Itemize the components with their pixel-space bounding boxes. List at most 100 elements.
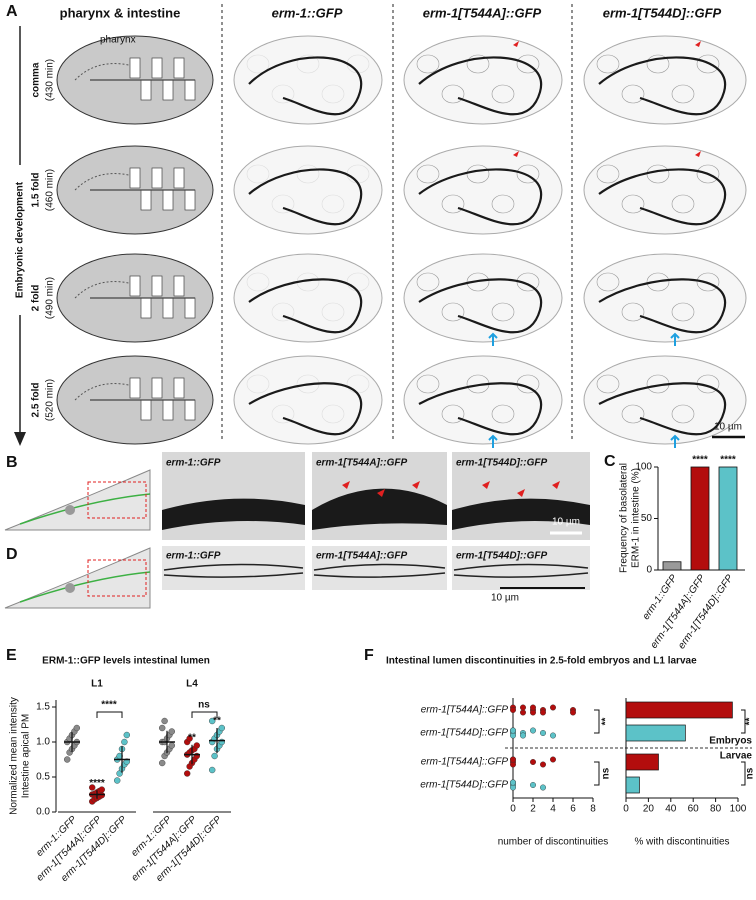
lumen-line (313, 563, 446, 578)
embryo-outline (233, 253, 383, 343)
stage-name: comma (31, 62, 42, 97)
schematic-intestine-cell (140, 189, 152, 211)
cell-outline (271, 404, 295, 424)
cell-outline (246, 374, 270, 394)
schematic-intestine-cell (151, 167, 163, 189)
lumen-signal (598, 56, 727, 116)
cell-outline (621, 194, 645, 214)
cell-outline (441, 302, 465, 322)
embryo-outline (403, 355, 563, 445)
x-tick-label: 20 (643, 804, 655, 815)
image-label: erm-1::GFP (166, 458, 221, 469)
schematic-intestine-cell (162, 79, 174, 101)
lumen-signal (418, 56, 543, 116)
data-point (520, 704, 527, 711)
bracket (741, 761, 746, 786)
x-tick-label: 2 (530, 804, 536, 815)
embryo-outline (233, 145, 383, 235)
row-label: erm-1[T544A]::GFP (421, 757, 509, 768)
schematic-intestine-cell (129, 57, 141, 79)
data-point (540, 784, 547, 791)
panel-letter: E (6, 647, 17, 664)
cell-outline (321, 302, 345, 322)
lumen-signal (248, 382, 363, 436)
data-point (530, 759, 537, 766)
data-point (550, 704, 557, 711)
cell-outline (671, 302, 695, 322)
data-point (158, 759, 166, 767)
significance: **** (89, 778, 105, 789)
schematic-intestine-cell (184, 399, 196, 421)
blue-arrow (670, 434, 680, 448)
image-label: erm-1[T544A]::GFP (316, 458, 407, 469)
data-point (168, 728, 176, 735)
y-axis-label: Frequency of basolateral (619, 463, 630, 573)
bracket (191, 711, 218, 718)
image-label: erm-1[T544A]::GFP (316, 551, 407, 562)
lumen-band (312, 488, 447, 530)
schematic-intestine-cell (173, 167, 185, 189)
embryo-outline (403, 145, 563, 235)
data-point (208, 717, 216, 725)
schematic-intestine-cell (140, 297, 152, 319)
red-arrowhead (377, 489, 385, 497)
embryo-outline (233, 35, 383, 125)
cell-outline (416, 374, 440, 394)
data-point (510, 756, 517, 763)
data-point (88, 784, 96, 791)
data-point (98, 786, 106, 793)
y-tick-label: 1.5 (36, 702, 50, 713)
bracket-label: ns (198, 700, 210, 711)
cell-outline (621, 302, 645, 322)
cell-outline (696, 272, 720, 292)
lumen-signal (248, 56, 363, 116)
x-tick-label: 100 (730, 804, 747, 815)
cell-outline (416, 272, 440, 292)
panel-letter: D (6, 546, 18, 563)
data-point (168, 742, 176, 749)
data-point (73, 724, 81, 732)
bar (625, 724, 686, 742)
panel-letter: A (6, 3, 18, 20)
schematic-pharynx (74, 173, 141, 191)
schematic-intestine-cell (140, 399, 152, 421)
bar (625, 753, 659, 771)
x-tick-label: 6 (570, 804, 576, 815)
worm-nucleus (65, 583, 75, 593)
image-label: erm-1[T544D]::GFP (456, 458, 547, 469)
red-arrowhead (695, 41, 701, 47)
data-point (183, 770, 191, 777)
data-point (540, 709, 547, 716)
image-label: erm-1::GFP (166, 551, 221, 562)
data-point (550, 732, 557, 739)
panel-letter: B (6, 454, 18, 471)
column-header: pharynx & intestine (60, 5, 181, 20)
cell-outline (271, 194, 295, 214)
cell-outline (246, 164, 270, 184)
timeline-label: Embryonic development (15, 181, 26, 298)
cell-outline (596, 374, 620, 394)
bracket-label: ** (601, 718, 612, 726)
data-point (161, 717, 168, 725)
cell-outline (441, 404, 465, 424)
cell-outline (416, 54, 440, 74)
scale-bar-label: 10 µm (552, 517, 580, 528)
data-point (540, 730, 547, 737)
data-point (530, 782, 537, 789)
cell-outline (621, 404, 645, 424)
cell-outline (441, 194, 465, 214)
cell-outline (491, 302, 515, 322)
cell-outline (596, 272, 620, 292)
bar (718, 466, 738, 571)
stage-time: (490 min) (45, 277, 56, 319)
embryo-outline (583, 355, 747, 445)
y-tick-label: 0.5 (36, 772, 50, 783)
y-tick-label: 50 (641, 513, 653, 524)
embryo-outline (583, 145, 747, 235)
x-tick-label: 0 (623, 804, 629, 815)
bracket (741, 709, 746, 734)
schematic-intestine-cell (184, 189, 196, 211)
significance: **** (692, 455, 708, 466)
data-point (510, 779, 517, 786)
red-arrowhead (412, 481, 420, 489)
